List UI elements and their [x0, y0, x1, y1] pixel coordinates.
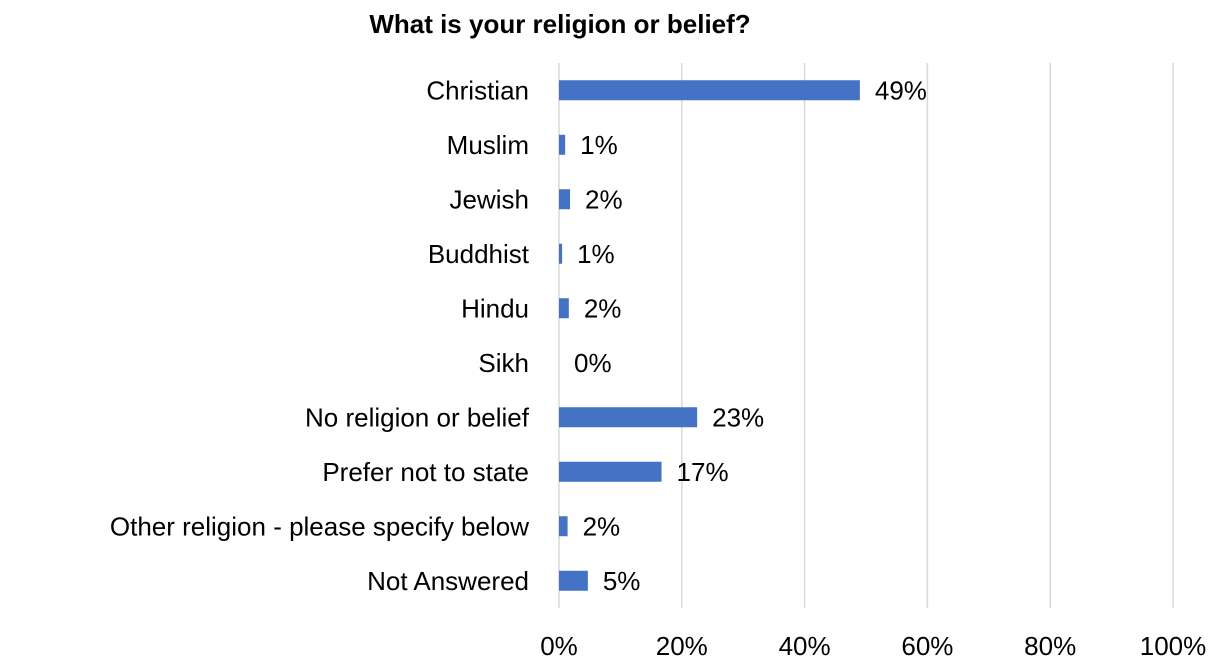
value-label: 1%	[577, 239, 615, 269]
bars	[559, 80, 860, 591]
value-label: 5%	[603, 566, 641, 596]
bar	[559, 134, 566, 155]
category-label: Sikh	[478, 348, 529, 378]
gridlines	[558, 63, 1174, 608]
value-label: 49%	[875, 75, 927, 105]
bar	[559, 80, 860, 101]
x-tick-label: 80%	[1024, 631, 1076, 661]
x-tick-label: 60%	[901, 631, 953, 661]
value-label: 1%	[580, 130, 618, 160]
chart-title: What is your religion or belief?	[369, 9, 750, 39]
category-label: No religion or belief	[305, 402, 530, 432]
bar	[559, 298, 569, 319]
bar	[559, 189, 571, 210]
category-label: Not Answered	[367, 566, 529, 596]
category-label: Jewish	[450, 184, 529, 214]
value-label: 2%	[583, 511, 621, 541]
category-labels: Christian Muslim Jewish Buddhist Hindu Sikh No…	[110, 75, 530, 596]
bar	[559, 243, 563, 264]
x-axis-tick-labels: 0% 20% 40% 60% 80% 100%	[540, 631, 1206, 661]
value-label: 17%	[677, 457, 729, 487]
value-label: 0%	[574, 348, 612, 378]
category-label: Prefer not to state	[322, 457, 529, 487]
value-labels: 49% 1% 2% 1% 2% 0% 23% 17% 2% 5%	[574, 75, 927, 596]
category-label: Other religion - please specify below	[110, 511, 529, 541]
category-label: Christian	[426, 75, 529, 105]
category-label: Buddhist	[428, 239, 530, 269]
value-label: 2%	[585, 184, 623, 214]
x-tick-label: 40%	[779, 631, 831, 661]
bar	[559, 461, 662, 482]
x-tick-label: 20%	[656, 631, 708, 661]
x-tick-label: 0%	[540, 631, 578, 661]
bar	[559, 516, 568, 537]
value-label: 23%	[712, 402, 764, 432]
bar	[559, 570, 588, 591]
x-tick-label: 100%	[1140, 631, 1207, 661]
category-label: Hindu	[461, 293, 529, 323]
value-label: 2%	[584, 293, 622, 323]
bar	[559, 407, 698, 428]
category-label: Muslim	[447, 130, 529, 160]
